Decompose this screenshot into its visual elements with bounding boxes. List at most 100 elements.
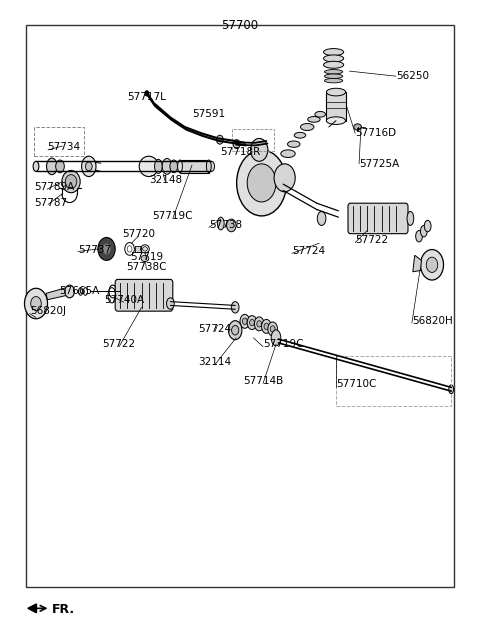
Ellipse shape xyxy=(324,55,344,62)
Bar xyxy=(336,356,451,406)
Ellipse shape xyxy=(162,159,172,174)
Ellipse shape xyxy=(85,162,92,171)
Text: 57725A: 57725A xyxy=(359,159,399,169)
Text: 56820H: 56820H xyxy=(412,316,453,326)
Text: 57737: 57737 xyxy=(78,244,111,255)
Circle shape xyxy=(145,91,149,96)
Text: 57717L: 57717L xyxy=(127,92,166,102)
Ellipse shape xyxy=(206,160,211,173)
Circle shape xyxy=(426,257,438,272)
Text: 57719C: 57719C xyxy=(263,339,303,349)
Text: 56820J: 56820J xyxy=(30,306,66,316)
Text: 57710C: 57710C xyxy=(336,379,376,389)
Ellipse shape xyxy=(326,88,346,96)
Text: 57722: 57722 xyxy=(355,235,388,245)
Text: 56250: 56250 xyxy=(396,71,429,81)
Polygon shape xyxy=(28,604,36,613)
Text: 57714B: 57714B xyxy=(243,376,283,386)
Ellipse shape xyxy=(139,156,158,177)
Ellipse shape xyxy=(315,112,325,117)
Circle shape xyxy=(127,246,132,252)
Ellipse shape xyxy=(449,385,454,394)
FancyBboxPatch shape xyxy=(348,203,408,234)
Text: 57787: 57787 xyxy=(35,198,68,208)
Ellipse shape xyxy=(268,322,277,336)
Text: 57718R: 57718R xyxy=(220,147,260,157)
Bar xyxy=(326,92,346,121)
Ellipse shape xyxy=(324,49,344,56)
Ellipse shape xyxy=(281,150,295,157)
FancyBboxPatch shape xyxy=(115,279,173,311)
Circle shape xyxy=(216,135,223,144)
Ellipse shape xyxy=(354,124,361,130)
Ellipse shape xyxy=(62,170,80,193)
Ellipse shape xyxy=(317,211,326,225)
Text: 57719: 57719 xyxy=(130,252,163,262)
Ellipse shape xyxy=(170,160,178,173)
Ellipse shape xyxy=(82,156,96,177)
Ellipse shape xyxy=(262,319,271,333)
Ellipse shape xyxy=(141,255,149,262)
Ellipse shape xyxy=(271,330,281,345)
Ellipse shape xyxy=(420,225,427,237)
Ellipse shape xyxy=(407,211,414,225)
Text: 57700: 57700 xyxy=(221,19,259,32)
Ellipse shape xyxy=(178,160,182,173)
Ellipse shape xyxy=(143,246,147,251)
Text: FR.: FR. xyxy=(52,603,75,616)
Ellipse shape xyxy=(155,159,162,173)
Ellipse shape xyxy=(254,317,264,331)
Circle shape xyxy=(103,244,110,254)
Text: 57738: 57738 xyxy=(209,220,242,230)
Bar xyxy=(180,160,209,173)
Ellipse shape xyxy=(324,62,344,68)
Text: 32114: 32114 xyxy=(198,357,232,367)
Ellipse shape xyxy=(324,79,343,83)
Ellipse shape xyxy=(217,217,224,230)
Polygon shape xyxy=(46,288,67,300)
Text: 32148: 32148 xyxy=(149,175,182,185)
Ellipse shape xyxy=(257,321,262,327)
Ellipse shape xyxy=(324,70,343,74)
Circle shape xyxy=(65,285,74,298)
Ellipse shape xyxy=(231,302,239,313)
Circle shape xyxy=(251,138,268,161)
Circle shape xyxy=(98,237,115,260)
Text: 57716D: 57716D xyxy=(355,128,396,138)
Circle shape xyxy=(274,164,295,192)
Ellipse shape xyxy=(294,133,306,138)
Circle shape xyxy=(247,164,276,202)
Ellipse shape xyxy=(424,220,431,232)
Ellipse shape xyxy=(264,323,269,330)
Text: 57724: 57724 xyxy=(292,246,325,256)
Ellipse shape xyxy=(250,319,254,326)
Circle shape xyxy=(237,150,287,216)
Bar xyxy=(26,25,454,587)
Ellipse shape xyxy=(33,161,39,171)
Ellipse shape xyxy=(242,318,247,324)
Ellipse shape xyxy=(47,158,57,175)
Ellipse shape xyxy=(65,175,77,189)
Text: 57720: 57720 xyxy=(122,229,155,239)
Circle shape xyxy=(420,250,444,280)
Text: 57738C: 57738C xyxy=(126,262,167,272)
Ellipse shape xyxy=(240,314,250,328)
Ellipse shape xyxy=(231,325,239,335)
Text: 57722: 57722 xyxy=(102,339,136,349)
Text: 57665A: 57665A xyxy=(59,286,99,296)
Ellipse shape xyxy=(228,321,242,340)
Ellipse shape xyxy=(208,161,215,171)
Ellipse shape xyxy=(416,231,422,242)
Ellipse shape xyxy=(288,141,300,147)
Text: 57724: 57724 xyxy=(198,324,232,334)
Ellipse shape xyxy=(308,117,320,122)
Text: 57734: 57734 xyxy=(47,142,80,152)
Ellipse shape xyxy=(270,326,275,332)
Polygon shape xyxy=(413,255,421,272)
Ellipse shape xyxy=(324,74,343,79)
Ellipse shape xyxy=(167,298,174,309)
Ellipse shape xyxy=(247,316,257,330)
Ellipse shape xyxy=(326,117,346,124)
Circle shape xyxy=(31,297,41,311)
Circle shape xyxy=(24,288,48,319)
